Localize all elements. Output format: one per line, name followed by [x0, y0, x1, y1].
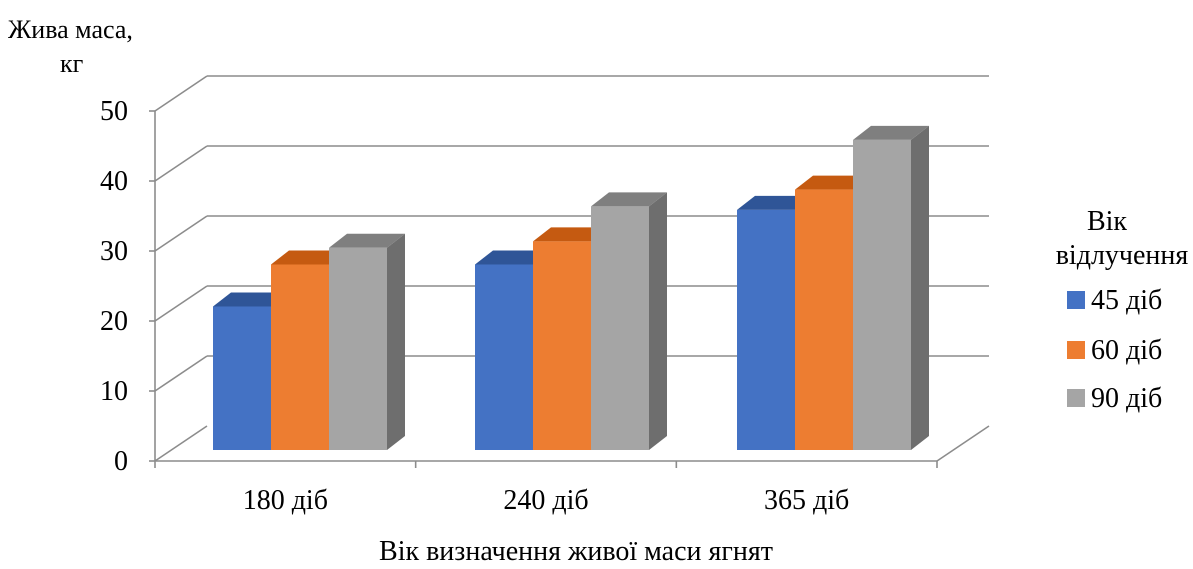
bar-side	[387, 233, 405, 450]
y-axis-title-line1: Жива маса,	[8, 15, 133, 44]
bar-front	[475, 264, 533, 450]
bar-front	[329, 247, 387, 450]
bar-front	[213, 306, 271, 450]
axes	[149, 110, 990, 468]
bar-side	[911, 125, 929, 451]
bar-side	[649, 192, 667, 450]
y-tick-label: 40	[100, 166, 128, 197]
bar-top	[475, 250, 551, 265]
bar-front	[591, 206, 649, 450]
y-tick-label: 10	[100, 376, 128, 407]
gridline-depth	[154, 285, 208, 322]
bar-front	[271, 264, 329, 450]
y-axis-title-line2: кг	[60, 49, 83, 78]
bar-top	[737, 195, 813, 210]
bars	[213, 125, 929, 451]
bar-top	[533, 227, 609, 242]
legend-label: 90 діб	[1091, 383, 1162, 414]
gridline-depth	[154, 425, 208, 462]
legend-swatch	[1067, 291, 1085, 309]
bar	[329, 233, 405, 450]
bar-top	[853, 125, 929, 140]
x-category-label: 180 діб	[243, 485, 328, 516]
legend-label: 45 діб	[1091, 285, 1162, 316]
y-tick-label: 30	[100, 236, 128, 267]
gridline-depth	[154, 145, 208, 182]
bar-top	[329, 233, 405, 248]
bar-top	[591, 192, 667, 207]
legend-item: 90 діб	[1067, 383, 1162, 414]
legend-item: 45 діб	[1067, 285, 1162, 316]
x-axis-title: Вік визначення живої маси ягнят	[379, 536, 773, 567]
legend-title-line2: відлучення	[1056, 240, 1189, 271]
y-tick-label: 50	[100, 96, 128, 127]
legend-swatch	[1067, 341, 1085, 359]
x-category-labels: 180 діб 240 діб 365 діб	[243, 485, 850, 516]
bar-front	[737, 209, 795, 450]
x-category-label: 365 діб	[764, 485, 849, 516]
bar	[591, 192, 667, 450]
bar-top	[213, 292, 289, 307]
bar-front	[533, 241, 591, 450]
bar	[853, 125, 929, 451]
y-tick-labels: 0 10 20 30 40 50	[100, 96, 128, 477]
legend-swatch	[1067, 389, 1085, 407]
y-tick-label: 20	[100, 306, 128, 337]
legend: Вік відлучення 45 діб 60 діб 90 діб	[1056, 206, 1189, 414]
gridline-depth	[154, 355, 208, 392]
bar-front	[853, 139, 911, 450]
bar-top	[795, 175, 871, 190]
gridline-depth	[154, 75, 208, 112]
legend-title-line1: Вік	[1087, 206, 1127, 237]
floor-edge	[936, 425, 990, 462]
legend-label: 60 діб	[1091, 335, 1162, 366]
gridline-depth	[154, 215, 208, 252]
legend-item: 60 діб	[1067, 335, 1162, 366]
bar-top	[271, 250, 347, 265]
bar-front	[795, 189, 853, 450]
x-category-label: 240 діб	[503, 485, 588, 516]
y-tick-label: 0	[114, 446, 128, 477]
